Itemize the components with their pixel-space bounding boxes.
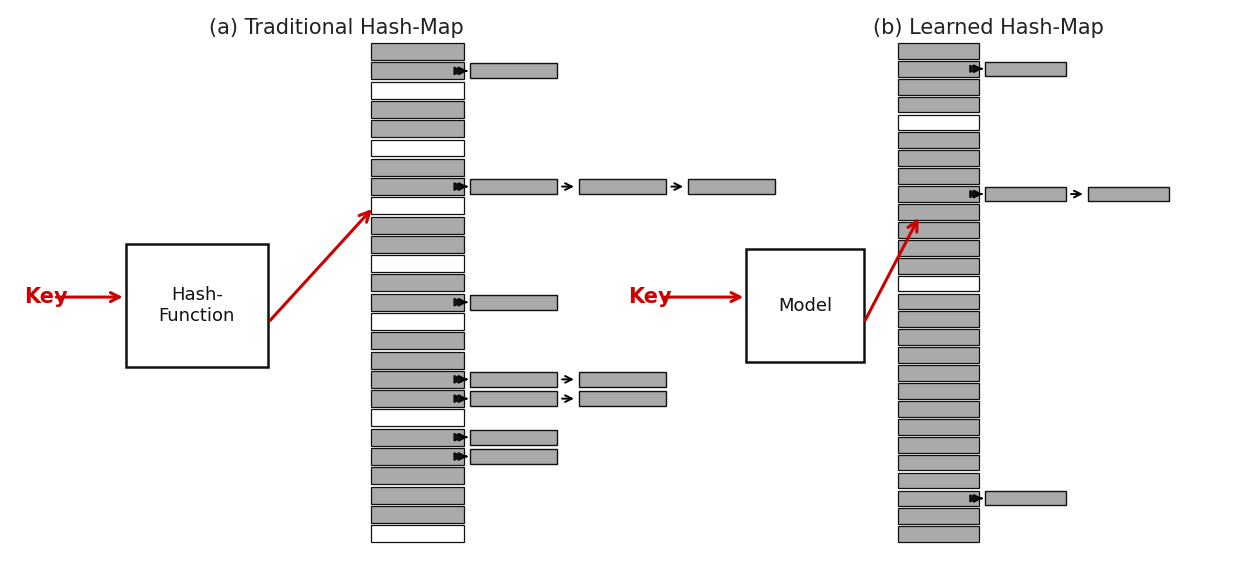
Bar xyxy=(470,430,557,445)
Bar xyxy=(371,351,464,368)
Bar xyxy=(898,151,979,166)
Bar xyxy=(371,487,464,504)
Bar xyxy=(371,140,464,156)
Bar xyxy=(898,454,979,470)
Bar xyxy=(371,390,464,407)
Polygon shape xyxy=(454,395,464,402)
Polygon shape xyxy=(454,67,464,75)
Bar xyxy=(898,97,979,113)
Bar xyxy=(470,372,557,387)
Bar xyxy=(898,419,979,435)
Text: (b) Learned Hash-Map: (b) Learned Hash-Map xyxy=(873,18,1103,38)
Text: Model: Model xyxy=(778,297,832,315)
Bar xyxy=(1088,187,1169,201)
Bar xyxy=(470,449,557,464)
Bar xyxy=(371,101,464,118)
Bar xyxy=(898,132,979,148)
Bar xyxy=(898,43,979,59)
Bar xyxy=(898,348,979,363)
Bar xyxy=(470,63,557,79)
Text: Hash-
Function: Hash- Function xyxy=(159,286,235,325)
Bar xyxy=(371,506,464,523)
Bar xyxy=(371,313,464,330)
Bar xyxy=(985,62,1066,76)
Polygon shape xyxy=(970,65,979,72)
Text: Key: Key xyxy=(628,287,672,307)
Bar xyxy=(898,258,979,273)
Bar xyxy=(898,329,979,345)
Bar xyxy=(898,79,979,95)
Bar xyxy=(985,491,1066,505)
Bar xyxy=(371,43,464,60)
Bar xyxy=(746,249,865,362)
Polygon shape xyxy=(454,453,464,460)
Bar xyxy=(371,198,464,215)
Bar xyxy=(371,468,464,484)
Bar xyxy=(126,243,269,367)
Bar xyxy=(371,82,464,98)
Text: Key: Key xyxy=(24,287,67,307)
Bar xyxy=(898,222,979,238)
Bar xyxy=(898,240,979,256)
Bar xyxy=(470,391,557,406)
Bar xyxy=(898,311,979,327)
Bar xyxy=(371,294,464,311)
Bar xyxy=(371,217,464,234)
Polygon shape xyxy=(454,376,464,383)
Bar xyxy=(898,526,979,542)
Bar xyxy=(371,332,464,349)
Bar xyxy=(371,255,464,272)
Bar xyxy=(898,204,979,220)
Bar xyxy=(580,391,666,406)
Bar xyxy=(371,62,464,79)
Text: (a) Traditional Hash-Map: (a) Traditional Hash-Map xyxy=(209,18,464,38)
Bar xyxy=(898,401,979,417)
Bar xyxy=(898,365,979,381)
Polygon shape xyxy=(970,495,979,502)
Bar xyxy=(470,179,557,194)
Polygon shape xyxy=(454,434,464,441)
Bar xyxy=(371,275,464,291)
Bar xyxy=(371,120,464,137)
Bar xyxy=(371,448,464,465)
Bar xyxy=(371,159,464,176)
Bar xyxy=(898,61,979,76)
Bar xyxy=(470,295,557,310)
Bar xyxy=(898,168,979,184)
Bar xyxy=(898,114,979,130)
Bar xyxy=(580,372,666,387)
Bar xyxy=(371,236,464,253)
Bar xyxy=(371,525,464,542)
Bar xyxy=(371,178,464,195)
Bar xyxy=(898,473,979,488)
Bar xyxy=(898,437,979,453)
Polygon shape xyxy=(454,299,464,306)
Bar xyxy=(371,409,464,426)
Bar xyxy=(371,371,464,388)
Bar xyxy=(371,428,464,445)
Bar xyxy=(898,186,979,202)
Bar xyxy=(985,187,1066,201)
Polygon shape xyxy=(970,191,979,198)
Bar xyxy=(898,491,979,506)
Polygon shape xyxy=(454,183,464,190)
Bar xyxy=(580,179,666,194)
Bar xyxy=(898,508,979,524)
Bar xyxy=(898,294,979,310)
Bar xyxy=(898,276,979,291)
Bar xyxy=(898,383,979,399)
Bar xyxy=(688,179,775,194)
